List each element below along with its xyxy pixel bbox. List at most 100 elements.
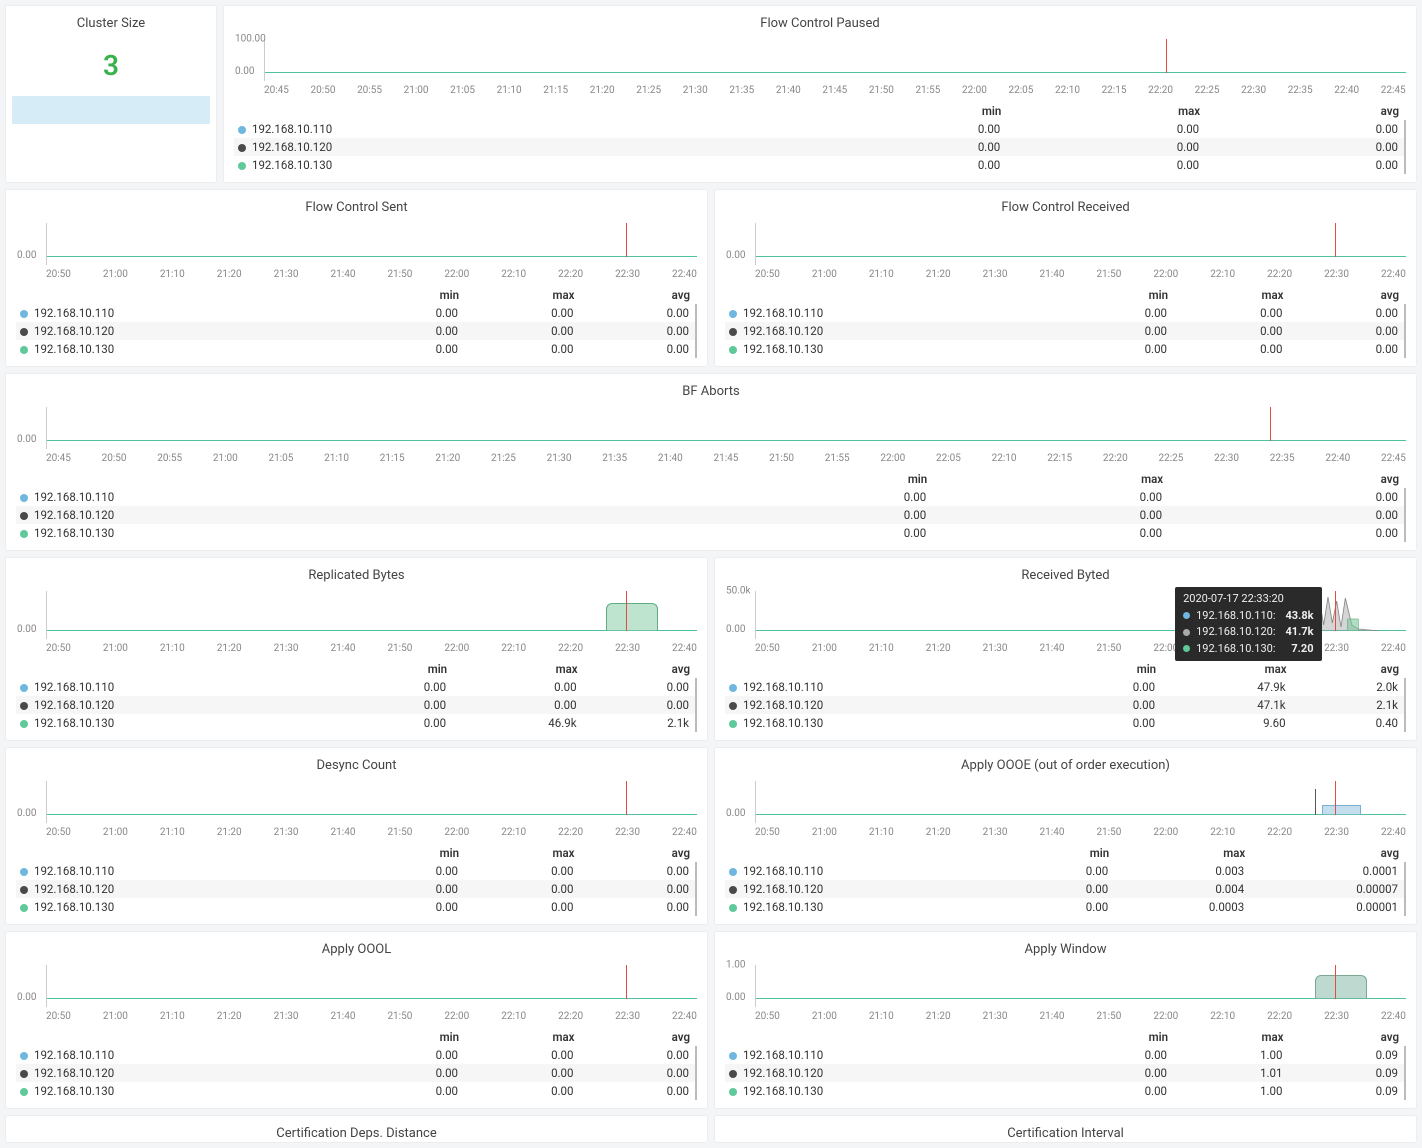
legend-row[interactable]: 192.168.10.120 0.00 0.00 0.00 (234, 138, 1405, 156)
chart-area[interactable]: 0.00 (46, 965, 697, 1007)
cell-min: 0.00 (350, 898, 465, 916)
legend-row[interactable]: 192.168.10.120 0.00 0.00 0.00 (16, 506, 1405, 524)
x-tick: 22:30 (1324, 827, 1349, 838)
legend-row[interactable]: 192.168.10.120 0.00 0.00 0.00 (725, 322, 1405, 340)
cell-min: 0.00 (697, 506, 933, 524)
chart-area[interactable]: 0.00 (46, 781, 697, 823)
x-tick: 22:35 (1288, 85, 1313, 96)
legend-row[interactable]: 192.168.10.110 0.00 0.00 0.00 (16, 862, 696, 880)
legend-row[interactable]: 192.168.10.120 0.00 0.00 0.00 (16, 322, 696, 340)
legend-row[interactable]: 192.168.10.130 0.00 0.00 0.00 (725, 340, 1405, 358)
legend-table: minmaxavg 192.168.10.110 0.00 0.003 0.00… (725, 844, 1406, 916)
series-color-dot (20, 1088, 28, 1096)
panel-flow-control-sent[interactable]: Flow Control Sent 0.00 20:5021:0021:1021… (6, 190, 707, 366)
legend-row[interactable]: 192.168.10.130 0.00 0.00 0.00 (16, 1082, 696, 1100)
panel-title: Flow Control Paused (234, 12, 1406, 39)
legend-row[interactable]: 192.168.10.120 0.00 0.00 0.00 (16, 880, 696, 898)
col-header: max (1174, 286, 1289, 304)
chart-area[interactable]: 0.00 (46, 407, 1406, 449)
legend-row[interactable]: 192.168.10.130 0.00 0.00 0.00 (16, 340, 696, 358)
x-tick: 21:20 (217, 827, 242, 838)
panel-bf-aborts[interactable]: BF Aborts 0.00 20:4520:5020:5521:0021:05… (6, 374, 1416, 550)
cell-max: 0.00 (933, 524, 1169, 542)
x-tick: 22:15 (1047, 453, 1072, 464)
legend-row[interactable]: 192.168.10.110 0.00 0.00 0.00 (16, 304, 696, 322)
panel-flow-control-paused[interactable]: Flow Control Paused 100.00 0.00 20:4520:… (224, 6, 1416, 182)
series-color-dot (20, 328, 28, 336)
legend-row[interactable]: 192.168.10.130 0.00 9.60 0.40 (725, 714, 1405, 732)
chart-area[interactable]: 1.00 0.00 (755, 965, 1406, 1007)
panel-title: BF Aborts (16, 380, 1406, 407)
x-tick: 22:40 (1381, 827, 1406, 838)
panel-flow-control-received[interactable]: Flow Control Received 0.00 20:5021:0021:… (715, 190, 1416, 366)
x-tick: 21:20 (435, 453, 460, 464)
x-tick: 22:40 (1381, 1011, 1406, 1022)
legend-row[interactable]: 192.168.10.130 0.00 0.00 0.00 (234, 156, 1405, 174)
tooltip-time: 2020-07-17 22:33:20 (1183, 591, 1313, 608)
x-tick: 22:40 (672, 1011, 697, 1022)
cell-min: 0.00 (341, 678, 453, 696)
x-tick: 22:30 (615, 827, 640, 838)
cell-avg: 0.00 (580, 1046, 696, 1064)
series-name: 192.168.10.110 (743, 680, 823, 694)
legend-row[interactable]: 192.168.10.120 0.00 1.01 0.09 (725, 1064, 1405, 1082)
series-color-dot (729, 868, 737, 876)
legend-row[interactable]: 192.168.10.130 0.00 46.9k 2.1k (16, 714, 696, 732)
x-tick: 20:50 (755, 643, 780, 654)
cell-min: 0.00 (1059, 1046, 1174, 1064)
x-tick: 20:45 (46, 453, 71, 464)
series-area (1315, 975, 1367, 999)
legend-row[interactable]: 192.168.10.130 0.00 0.00 0.00 (16, 524, 1405, 542)
x-tick: 21:30 (983, 1011, 1008, 1022)
x-ticks: 20:4520:5020:5521:0021:0521:1021:1521:20… (264, 83, 1406, 96)
chart-area[interactable]: 0.00 (46, 591, 697, 639)
panel-replicated-bytes[interactable]: Replicated Bytes 0.00 20:5021:0021:1021:… (6, 558, 707, 740)
legend-row[interactable]: 192.168.10.110 0.00 0.00 0.00 (16, 488, 1405, 506)
x-ticks: 20:5021:0021:1021:2021:3021:4021:5022:00… (755, 825, 1406, 838)
legend-row[interactable]: 192.168.10.130 0.00 0.00 0.00 (16, 898, 696, 916)
chart-area[interactable]: 50.0k 0.00 2020-07-17 22:33:20 192.168.1… (755, 591, 1406, 639)
legend-row[interactable]: 192.168.10.110 0.00 1.00 0.09 (725, 1046, 1405, 1064)
x-tick: 21:10 (160, 827, 185, 838)
cell-avg: 0.00 (1206, 156, 1405, 174)
panel-received-byted[interactable]: Received Byted 50.0k 0.00 2020-07-17 22:… (715, 558, 1416, 740)
cell-min: 0.00 (1015, 880, 1115, 898)
panel-apply-oooe[interactable]: Apply OOOE (out of order execution) 0.00… (715, 748, 1416, 924)
time-marker (1270, 407, 1271, 441)
chart-area[interactable]: 0.00 (755, 781, 1406, 823)
legend-row[interactable]: 192.168.10.120 0.00 0.00 0.00 (16, 1064, 696, 1082)
chart-area[interactable]: 0.00 (46, 223, 697, 265)
chart-area[interactable]: 100.00 0.00 (264, 39, 1406, 81)
legend-row[interactable]: 192.168.10.130 0.00 0.0003 0.00001 (725, 898, 1405, 916)
series-line (265, 72, 1406, 73)
x-tick: 22:20 (558, 269, 583, 280)
cell-max: 0.00 (465, 340, 580, 358)
x-tick: 22:00 (1153, 269, 1178, 280)
panel-cert-interval[interactable]: Certification Interval (715, 1116, 1416, 1142)
panel-apply-oool[interactable]: Apply OOOL 0.00 20:5021:0021:1021:2021:3… (6, 932, 707, 1108)
series-color-dot (20, 310, 28, 318)
legend-row[interactable]: 192.168.10.110 0.00 0.00 0.00 (16, 1046, 696, 1064)
x-tick: 21:40 (331, 643, 356, 654)
legend-row[interactable]: 192.168.10.120 0.00 0.004 0.00007 (725, 880, 1405, 898)
legend-row[interactable]: 192.168.10.110 0.00 0.00 0.00 (234, 120, 1405, 138)
legend-row[interactable]: 192.168.10.120 0.00 0.00 0.00 (16, 696, 696, 714)
legend-row[interactable]: 192.168.10.110 0.00 0.00 0.00 (16, 678, 696, 696)
panel-apply-window[interactable]: Apply Window 1.00 0.00 20:5021:0021:1021… (715, 932, 1416, 1108)
panel-cluster-size[interactable]: Cluster Size 3 (6, 6, 216, 182)
legend-row[interactable]: 192.168.10.110 0.00 0.00 0.00 (725, 304, 1405, 322)
legend-row[interactable]: 192.168.10.110 0.00 0.003 0.0001 (725, 862, 1405, 880)
x-tick: 22:00 (444, 269, 469, 280)
panel-desync-count[interactable]: Desync Count 0.00 20:5021:0021:1021:2021… (6, 748, 707, 924)
x-tick: 21:30 (683, 85, 708, 96)
chart-area[interactable]: 0.00 (755, 223, 1406, 265)
series-color-dot (729, 886, 737, 894)
cell-avg: 0.00 (1169, 488, 1405, 506)
col-header: min (1050, 660, 1162, 678)
cell-avg: 0.00 (580, 322, 696, 340)
x-tick: 22:35 (1270, 453, 1295, 464)
legend-row[interactable]: 192.168.10.120 0.00 47.1k 2.1k (725, 696, 1405, 714)
panel-cert-deps[interactable]: Certification Deps. Distance (6, 1116, 707, 1142)
legend-row[interactable]: 192.168.10.130 0.00 1.00 0.09 (725, 1082, 1405, 1100)
legend-row[interactable]: 192.168.10.110 0.00 47.9k 2.0k (725, 678, 1405, 696)
